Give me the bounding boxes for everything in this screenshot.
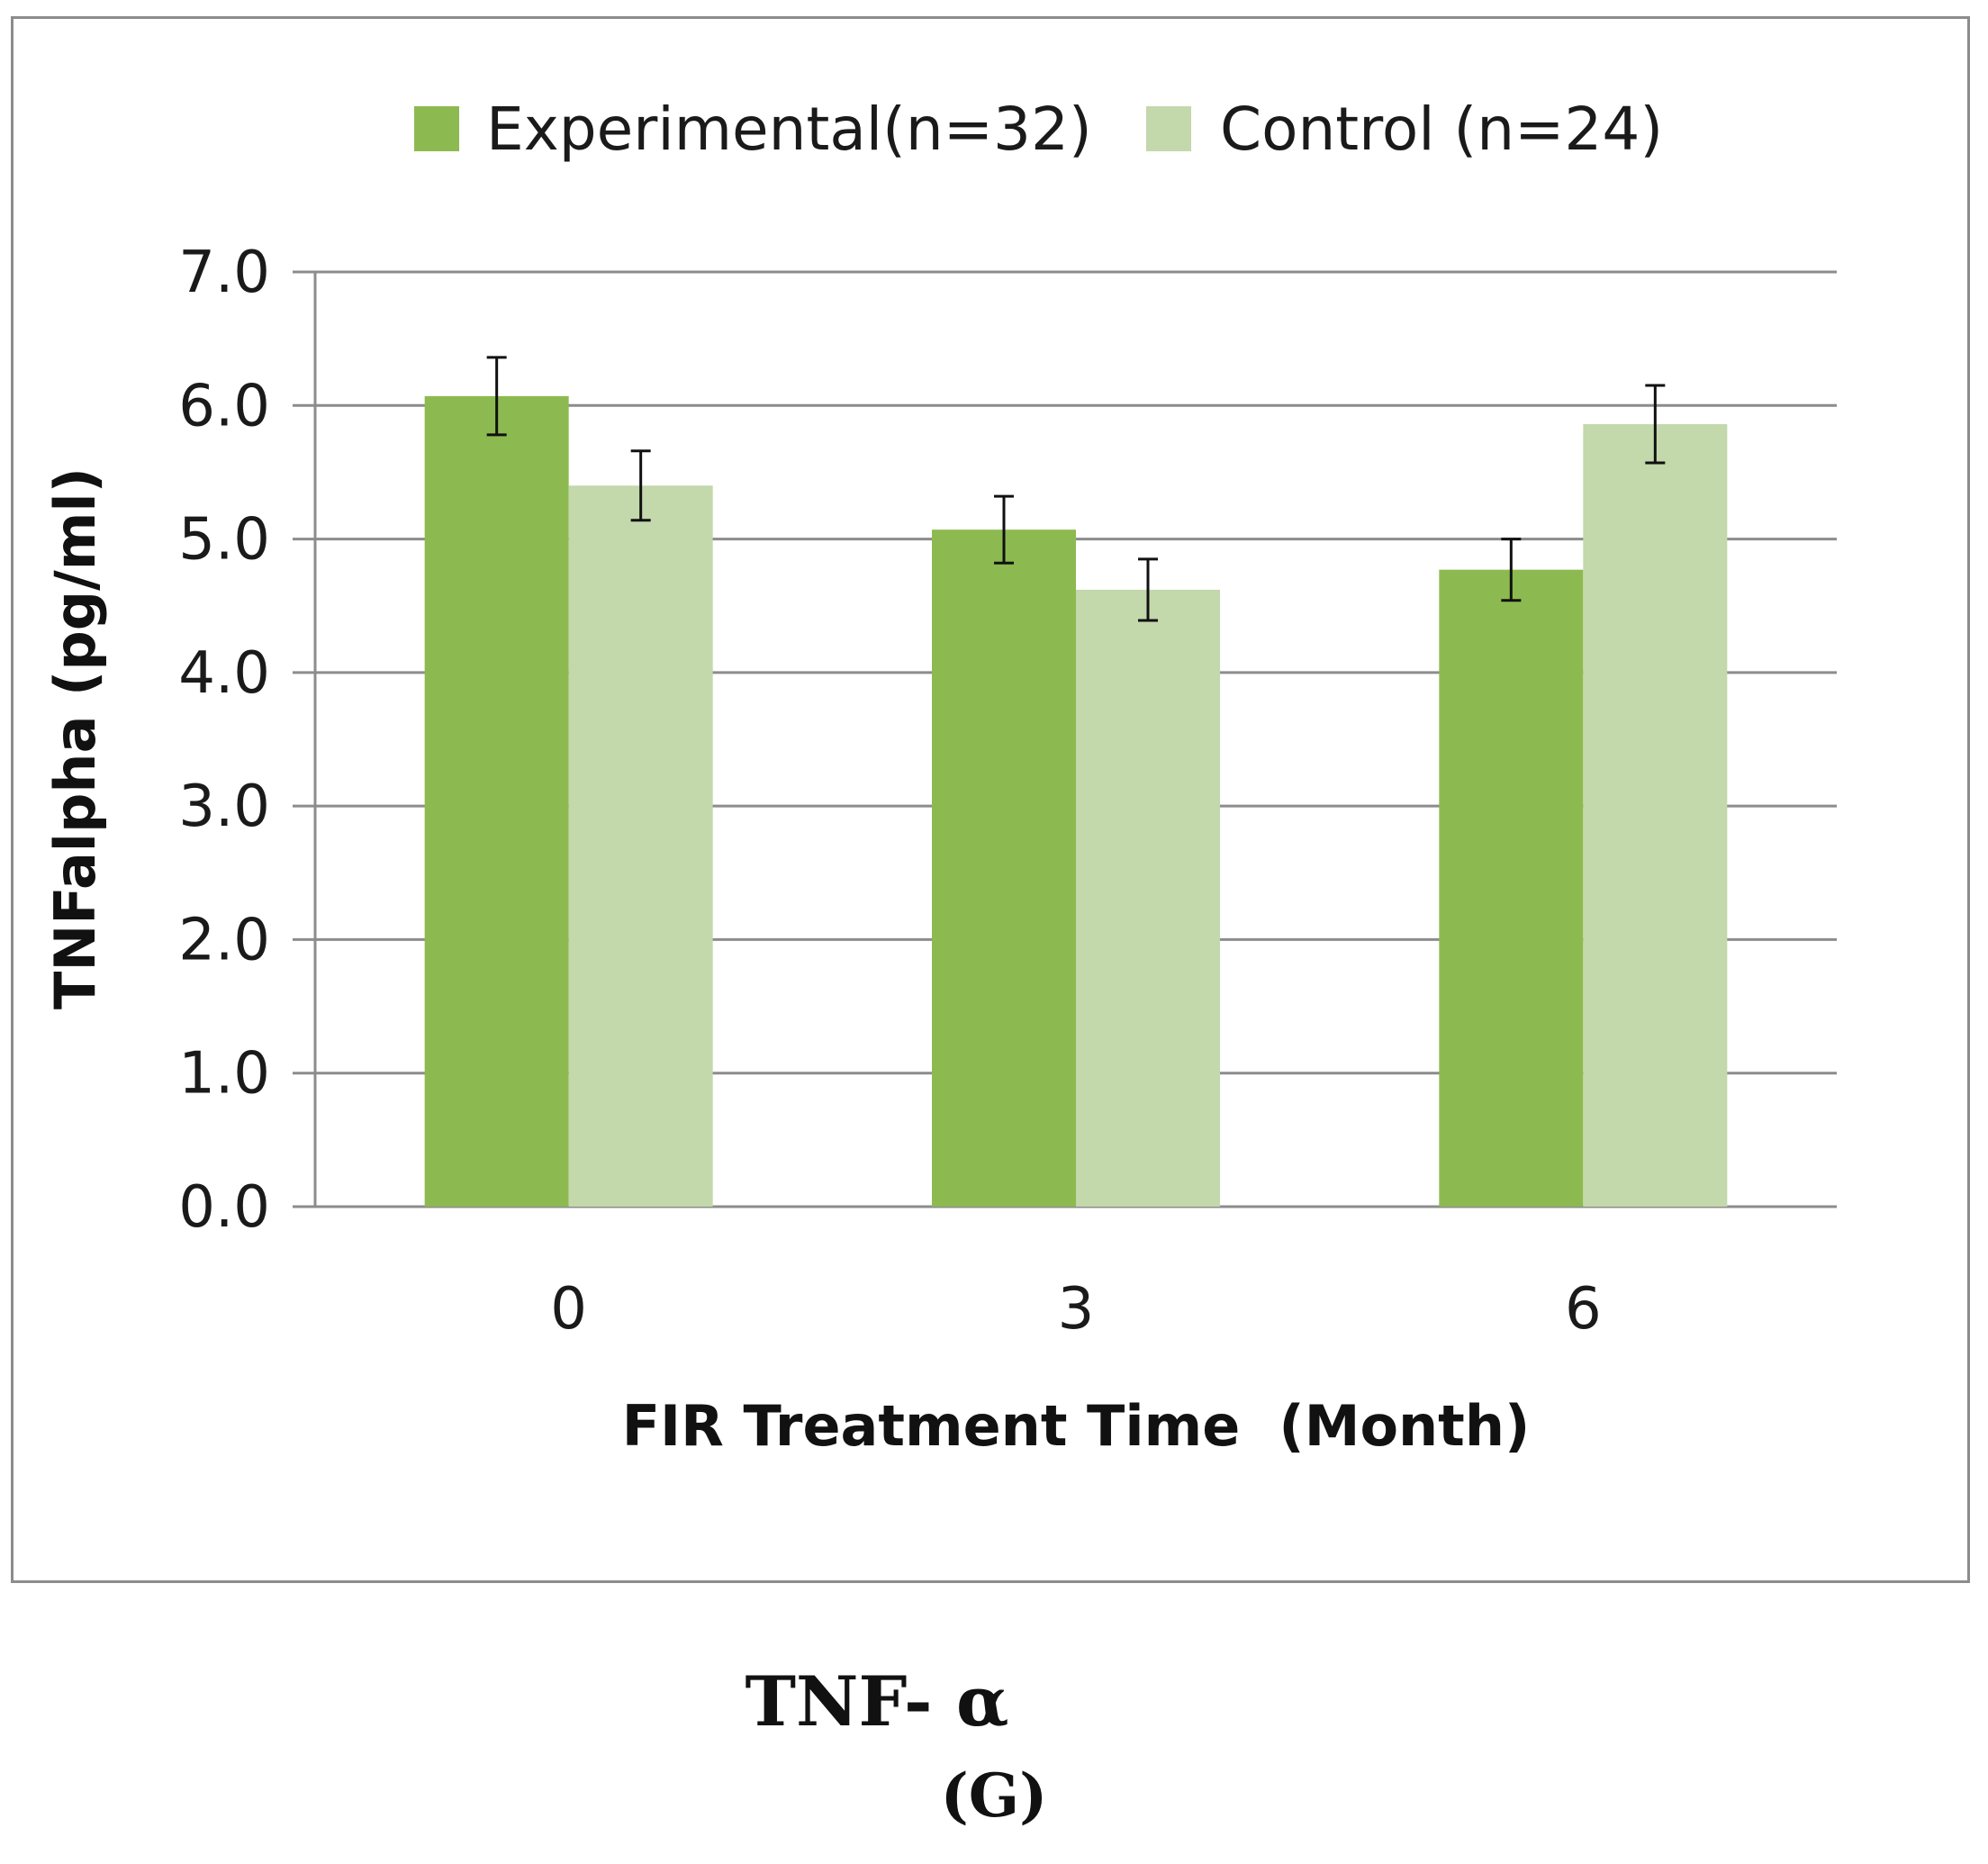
legend-swatch-control <box>1146 106 1191 151</box>
legend-label-experimental: Experimental(n=32) <box>486 95 1092 164</box>
y-tick-label: 7.0 <box>178 240 270 306</box>
y-tick-labels: 0.0 1.0 2.0 3.0 4.0 5.0 6.0 7.0 <box>178 240 270 1241</box>
y-tick-label: 0.0 <box>178 1174 270 1241</box>
error-bars <box>486 356 1666 622</box>
x-tick-label: 0 <box>550 1276 587 1343</box>
bar-control-3 <box>1076 589 1220 1207</box>
legend-label-control: Control (n=24) <box>1220 95 1663 164</box>
y-tick-label: 3.0 <box>178 774 270 840</box>
bar-experimental-0 <box>424 395 569 1207</box>
legend-swatch-experimental <box>414 106 459 151</box>
chart: Experimental(n=32) Control (n=24) 0.0 1.0… <box>42 95 1837 1459</box>
figure-caption-name: TNF- α <box>745 1661 1009 1742</box>
bar-experimental-3 <box>932 529 1076 1207</box>
bar-control-6 <box>1583 424 1728 1207</box>
x-axis-title: FIR Treatment Time (Month) <box>622 1393 1531 1459</box>
y-tick-label: 5.0 <box>178 507 270 574</box>
y-tick-label: 6.0 <box>178 373 270 439</box>
figure-panel-letter: (G) <box>940 1760 1048 1831</box>
legend: Experimental(n=32) Control (n=24) <box>414 95 1663 164</box>
y-tick-label: 1.0 <box>178 1041 270 1108</box>
y-tick-label: 2.0 <box>178 907 270 973</box>
y-tick-label: 4.0 <box>178 640 270 707</box>
x-tick-label: 6 <box>1565 1276 1602 1343</box>
bar-control-0 <box>568 485 713 1207</box>
x-tick-labels: 0 3 6 <box>550 1276 1601 1343</box>
bar-experimental-6 <box>1439 569 1584 1207</box>
x-tick-label: 3 <box>1058 1276 1095 1343</box>
y-axis-title: TNFalpha (pg/ml) <box>42 467 108 1009</box>
bars <box>424 395 1728 1207</box>
